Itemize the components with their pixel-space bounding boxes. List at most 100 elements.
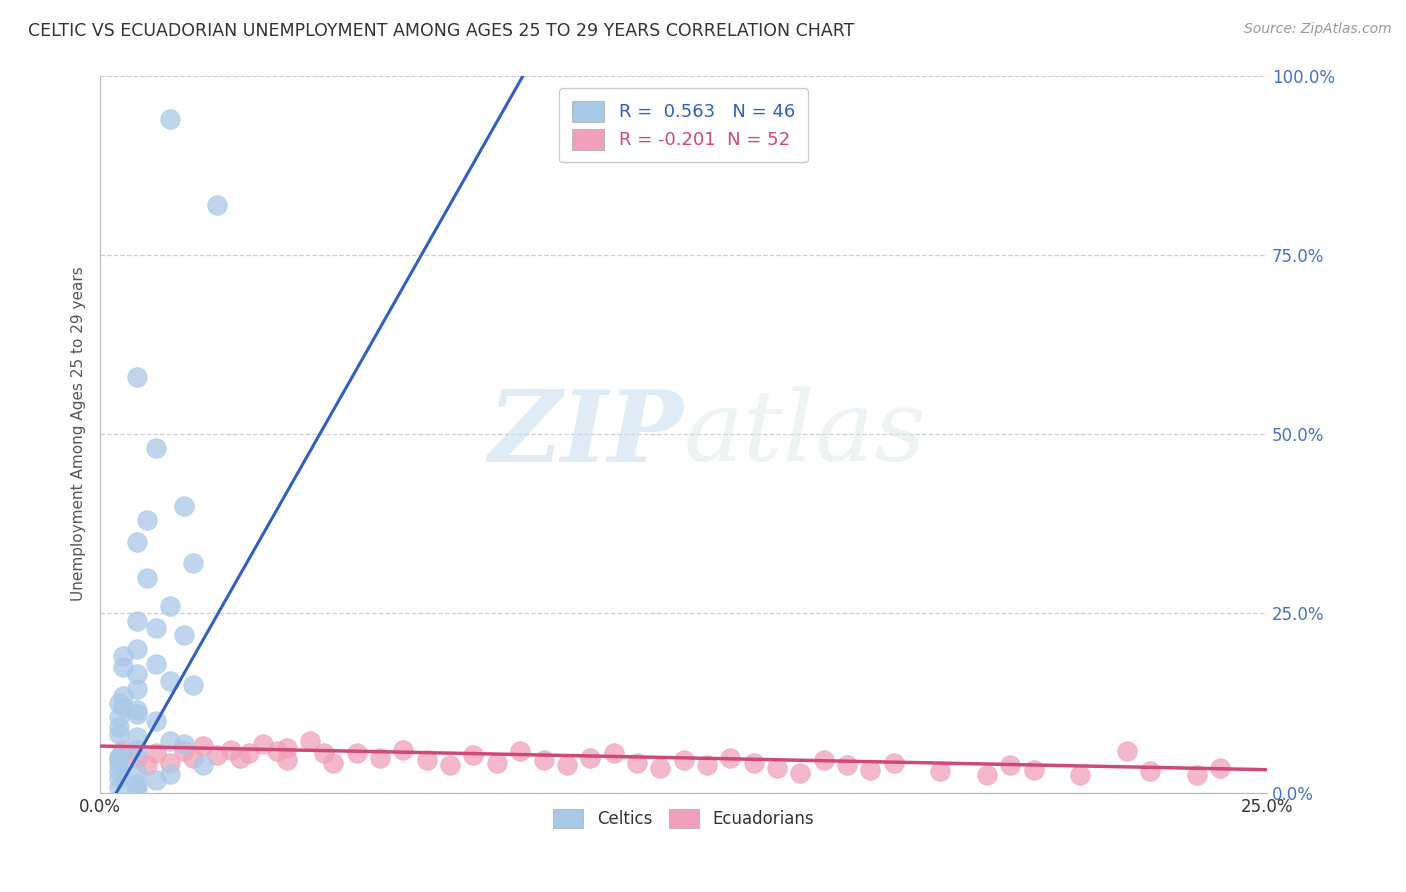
- Point: [998, 758, 1021, 772]
- Point: [112, 649, 135, 664]
- Point: [813, 753, 835, 767]
- Point: [107, 756, 129, 771]
- Point: [368, 751, 391, 765]
- Point: [1069, 768, 1091, 782]
- Point: [789, 765, 811, 780]
- Point: [742, 756, 765, 770]
- Point: [127, 681, 149, 696]
- Point: [1115, 744, 1137, 758]
- Point: [173, 744, 195, 758]
- Point: [127, 730, 149, 744]
- Point: [173, 628, 195, 642]
- Point: [107, 751, 129, 765]
- Point: [183, 678, 205, 692]
- Point: [159, 734, 181, 748]
- Point: [112, 689, 135, 703]
- Point: [602, 746, 624, 760]
- Y-axis label: Unemployment Among Ages 25 to 29 years: Unemployment Among Ages 25 to 29 years: [72, 267, 86, 601]
- Point: [127, 703, 149, 717]
- Point: [159, 112, 181, 126]
- Point: [463, 748, 485, 763]
- Point: [145, 621, 167, 635]
- Point: [219, 742, 242, 756]
- Point: [145, 746, 167, 760]
- Point: [107, 727, 129, 741]
- Point: [127, 742, 149, 756]
- Point: [314, 746, 336, 760]
- Point: [276, 753, 298, 767]
- Point: [145, 657, 167, 671]
- Point: [127, 534, 149, 549]
- Point: [976, 768, 998, 782]
- Point: [252, 737, 274, 751]
- Point: [191, 758, 214, 772]
- Point: [392, 742, 415, 756]
- Point: [485, 756, 508, 770]
- Point: [127, 706, 149, 721]
- Legend: Celtics, Ecuadorians: Celtics, Ecuadorians: [547, 802, 820, 835]
- Point: [135, 570, 157, 584]
- Point: [533, 753, 555, 767]
- Point: [626, 756, 648, 770]
- Point: [112, 660, 135, 674]
- Point: [159, 756, 181, 770]
- Point: [299, 734, 322, 748]
- Point: [766, 760, 789, 774]
- Point: [135, 513, 157, 527]
- Point: [1209, 760, 1232, 774]
- Point: [696, 758, 718, 772]
- Point: [650, 760, 672, 774]
- Point: [173, 737, 195, 751]
- Text: Source: ZipAtlas.com: Source: ZipAtlas.com: [1244, 22, 1392, 37]
- Point: [159, 674, 181, 689]
- Point: [112, 742, 135, 756]
- Text: atlas: atlas: [683, 386, 927, 482]
- Point: [127, 751, 149, 765]
- Point: [183, 556, 205, 570]
- Point: [883, 756, 905, 770]
- Point: [859, 763, 882, 777]
- Point: [416, 753, 439, 767]
- Point: [1185, 768, 1208, 782]
- Point: [127, 642, 149, 657]
- Point: [127, 777, 149, 791]
- Point: [107, 720, 129, 734]
- Point: [205, 197, 228, 211]
- Text: ZIP: ZIP: [488, 386, 683, 483]
- Point: [276, 741, 298, 756]
- Point: [159, 767, 181, 781]
- Point: [929, 764, 952, 779]
- Point: [107, 772, 129, 786]
- Point: [555, 758, 578, 772]
- Point: [107, 764, 129, 779]
- Point: [173, 499, 195, 513]
- Point: [835, 758, 858, 772]
- Point: [266, 744, 288, 758]
- Point: [346, 746, 368, 760]
- Point: [229, 751, 252, 765]
- Point: [145, 714, 167, 728]
- Point: [205, 748, 228, 763]
- Point: [238, 746, 260, 760]
- Point: [672, 753, 695, 767]
- Point: [145, 772, 167, 787]
- Point: [145, 442, 167, 456]
- Point: [1139, 764, 1161, 779]
- Point: [112, 699, 135, 714]
- Point: [107, 749, 129, 764]
- Text: CELTIC VS ECUADORIAN UNEMPLOYMENT AMONG AGES 25 TO 29 YEARS CORRELATION CHART: CELTIC VS ECUADORIAN UNEMPLOYMENT AMONG …: [28, 22, 855, 40]
- Point: [439, 758, 461, 772]
- Point: [127, 614, 149, 628]
- Point: [135, 758, 157, 772]
- Point: [127, 667, 149, 681]
- Point: [127, 369, 149, 384]
- Point: [107, 710, 129, 724]
- Point: [183, 751, 205, 765]
- Point: [718, 751, 741, 765]
- Point: [1022, 763, 1045, 777]
- Point: [127, 782, 149, 797]
- Point: [107, 696, 129, 710]
- Point: [322, 756, 344, 770]
- Point: [107, 780, 129, 794]
- Point: [127, 765, 149, 780]
